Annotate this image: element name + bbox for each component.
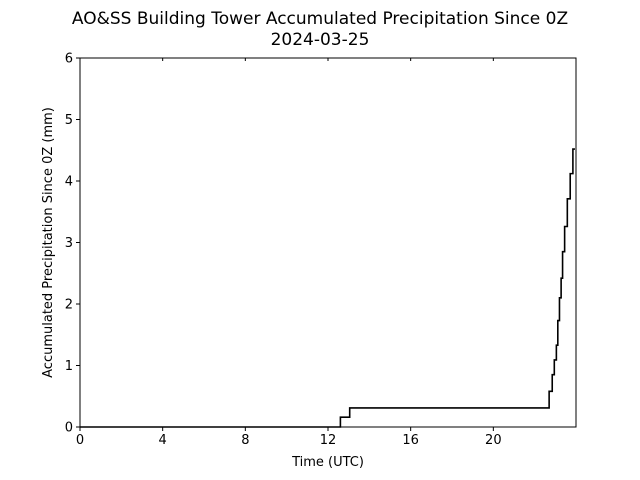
x-tick-label: 16: [402, 433, 419, 448]
y-tick-label: 0: [65, 421, 73, 436]
precipitation-series-line: [80, 148, 575, 428]
y-tick-label: 4: [65, 175, 73, 190]
x-tick-label: 0: [76, 433, 84, 448]
y-tick-label: 1: [65, 359, 73, 374]
x-axis-label: Time (UTC): [291, 455, 364, 470]
x-tick-label: 8: [241, 433, 249, 448]
plot-area-frame: [79, 57, 577, 428]
y-tick-label: 6: [65, 52, 73, 67]
y-axis-label: Accumulated Precipitation Since 0Z (mm): [41, 107, 56, 378]
x-tick-label: 4: [159, 433, 167, 448]
x-tick-label: 12: [320, 433, 337, 448]
y-tick-label: 3: [65, 236, 73, 251]
y-tick-label: 2: [65, 298, 73, 313]
x-tick-label: 20: [485, 433, 502, 448]
chart-title: AO&SS Building Tower Accumulated Precipi…: [72, 9, 568, 29]
y-tick-label: 5: [65, 113, 73, 128]
chart-subtitle: 2024-03-25: [271, 30, 370, 50]
series-layer: [80, 148, 575, 428]
